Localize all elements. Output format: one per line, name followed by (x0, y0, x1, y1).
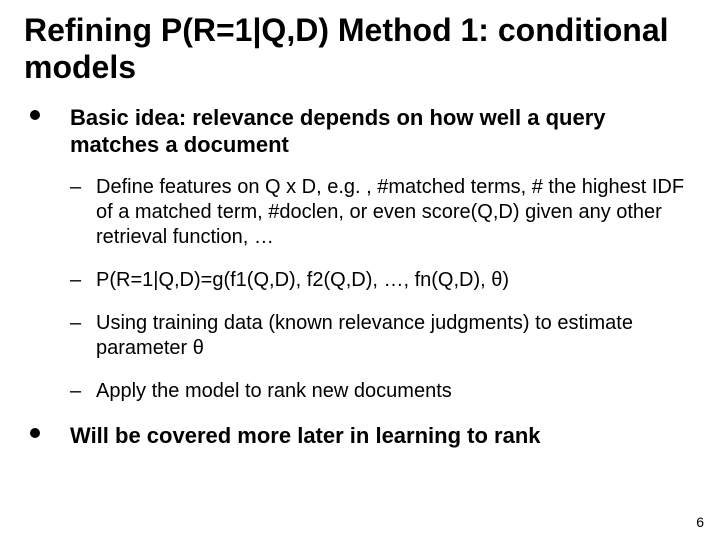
sub-bullet-list: Define features on Q x D, e.g. , #matche… (70, 175, 696, 404)
page-number: 6 (696, 514, 704, 530)
list-item: Basic idea: relevance depends on how wel… (24, 104, 696, 404)
bullet-text: Will be covered more later in learning t… (70, 423, 541, 448)
list-item: Using training data (known relevance jud… (70, 311, 696, 361)
list-item: P(R=1|Q,D)=g(f1(Q,D), f2(Q,D), …, fn(Q,D… (70, 268, 696, 293)
bullet-text: Basic idea: relevance depends on how wel… (70, 105, 606, 158)
slide-title: Refining P(R=1|Q,D) Method 1: conditiona… (24, 12, 696, 86)
sub-bullet-text: Using training data (known relevance jud… (96, 312, 633, 359)
slide: Refining P(R=1|Q,D) Method 1: conditiona… (0, 0, 720, 540)
list-item: Apply the model to rank new documents (70, 379, 696, 404)
list-item: Will be covered more later in learning t… (24, 422, 696, 450)
list-item: Define features on Q x D, e.g. , #matche… (70, 175, 696, 250)
sub-bullet-text: P(R=1|Q,D)=g(f1(Q,D), f2(Q,D), …, fn(Q,D… (96, 269, 509, 291)
sub-bullet-text: Define features on Q x D, e.g. , #matche… (96, 176, 684, 248)
bullet-list: Basic idea: relevance depends on how wel… (24, 104, 696, 450)
sub-bullet-text: Apply the model to rank new documents (96, 380, 452, 402)
